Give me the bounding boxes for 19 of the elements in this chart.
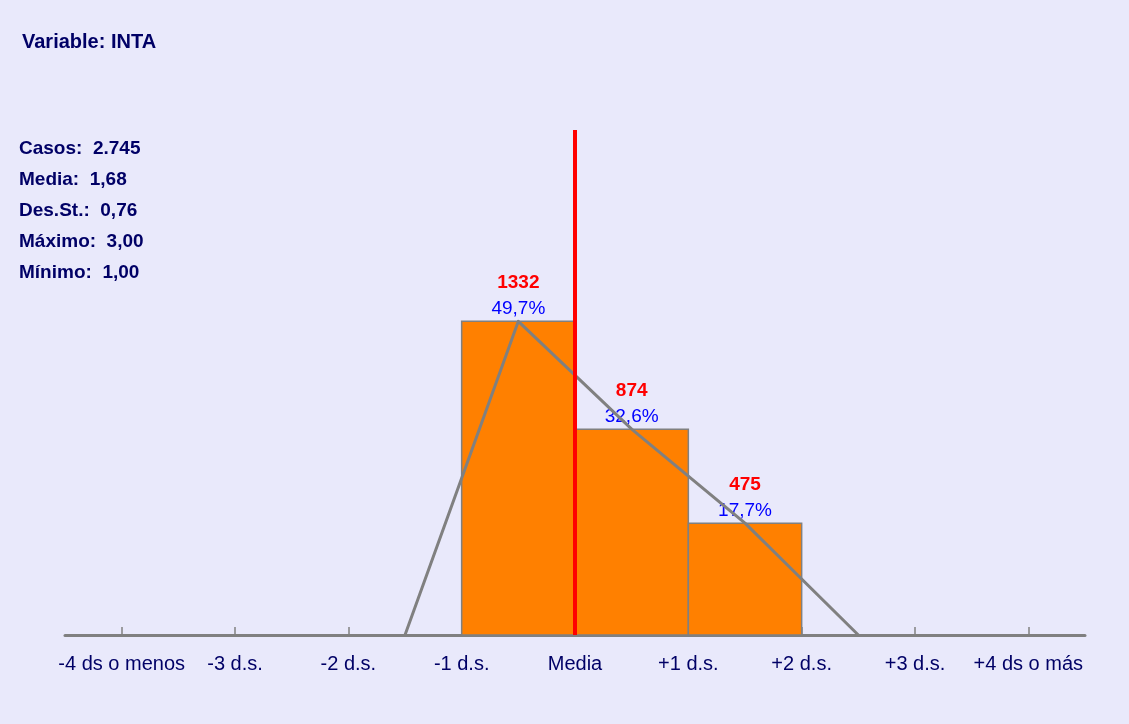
- x-tick-label: -2 d.s.: [320, 652, 377, 674]
- annotation: 49,7%: [491, 297, 546, 319]
- data-label: 874: [615, 379, 648, 401]
- chart-title: Variable: INTA: [22, 30, 157, 52]
- text: Casos: 2.745: [19, 137, 141, 158]
- x-tick-label: +3 d.s.: [884, 652, 946, 674]
- x-tick-label: -1 d.s.: [433, 652, 490, 674]
- x-tick-label: -4 ds o menos: [58, 652, 186, 674]
- text: Media: 1,68: [19, 168, 127, 189]
- x-tick-label: -3 d.s.: [207, 652, 263, 674]
- x-tick-label: +1 d.s.: [658, 652, 719, 674]
- x-tick-label: Media: [547, 652, 604, 674]
- data-label: 1332: [497, 271, 540, 293]
- text: Des.St.: 0,76: [19, 199, 138, 220]
- text: Máximo: 3,00: [19, 230, 144, 251]
- x-tick-label: +2 d.s.: [771, 652, 832, 674]
- text: Mínimo: 1,00: [19, 261, 140, 282]
- data-label: 475: [729, 473, 762, 495]
- x-tick-label: +4 ds o más: [973, 652, 1084, 674]
